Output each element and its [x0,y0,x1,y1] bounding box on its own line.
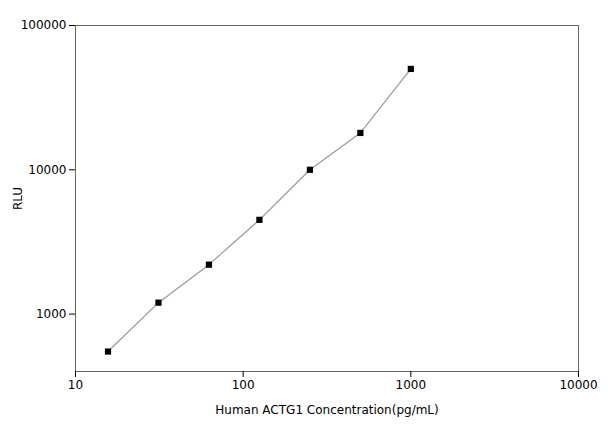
svg-text:RLU: RLU [11,187,25,210]
svg-text:100000: 100000 [21,18,67,32]
svg-text:Human ACTG1 Concentration(pg/m: Human ACTG1 Concentration(pg/mL) [215,403,438,417]
svg-text:10000: 10000 [559,378,597,392]
svg-text:1000: 1000 [36,307,67,321]
svg-text:10000: 10000 [28,163,66,177]
svg-text:100: 100 [232,378,255,392]
svg-text:10: 10 [68,378,83,392]
svg-text:1000: 1000 [396,378,427,392]
